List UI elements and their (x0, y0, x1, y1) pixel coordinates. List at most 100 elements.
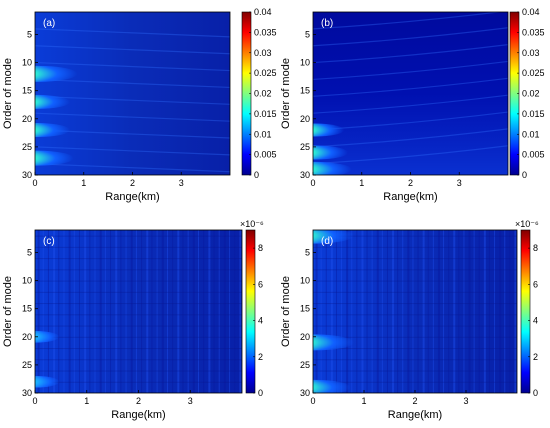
texture-stripe (371, 230, 373, 393)
panel-a: 0 1 2 3 5 10 15 20 25 30 Range(km) Order of mode (a)… (2, 7, 277, 203)
texture-stripe (448, 230, 450, 393)
x-tick-label: 1 (81, 178, 86, 188)
texture-stripe (229, 230, 231, 393)
heatmap-area (313, 230, 517, 393)
colorbar-tick-label: 0.02 (254, 89, 272, 99)
y-tick-label: 25 (300, 142, 310, 152)
y-tick-label: 25 (22, 142, 32, 152)
y-tick-label: 5 (27, 247, 32, 257)
colorbar-tick-label: 0.025 (522, 68, 545, 78)
texture-stripe (381, 230, 383, 393)
panel-b: 0 1 2 3 5 10 15 20 25 30 Range(km) Order of mode (b)… (280, 7, 545, 203)
texture-stripe (218, 230, 220, 393)
texture-row (313, 370, 517, 372)
texture-stripe (473, 230, 475, 393)
y-tick-label: 20 (300, 114, 310, 124)
texture-stripe (478, 230, 480, 393)
y-tick-label: 10 (300, 58, 310, 68)
heatmap-background (35, 230, 242, 393)
y-tick-label: 30 (22, 170, 32, 180)
colorbar: 0 0.005 0.01 0.015 0.02 0.025 0.03 0.035 0.04 (241, 7, 277, 180)
hotspot-mode-12 (35, 65, 78, 82)
hotspot-mode-27 (35, 150, 74, 166)
texture-stripe (73, 230, 75, 393)
texture-stripe (514, 230, 517, 393)
x-tick-label: 2 (130, 178, 135, 188)
x-tick-label: 0 (32, 178, 37, 188)
colorbar-tick-label: 0 (258, 388, 263, 398)
texture-stripe (172, 230, 174, 393)
y-tick-label: 30 (300, 170, 310, 180)
texture-stripe (412, 230, 414, 393)
texture-row (35, 269, 242, 271)
texture-stripe (104, 230, 106, 393)
y-tick-label: 10 (22, 58, 32, 68)
hotspot-mode-29 (313, 161, 352, 175)
y-tick-label: 30 (22, 388, 32, 398)
texture-stripe (504, 230, 506, 393)
y-tick-label: 20 (22, 332, 32, 342)
texture-stripe (458, 230, 460, 393)
texture-row (313, 303, 517, 305)
texture-stripe (432, 230, 434, 393)
x-tick-label: 0 (310, 396, 315, 406)
colorbar-tick-label: 0 (522, 170, 527, 180)
y-tick-label: 25 (22, 360, 32, 370)
panel-label: (c) (43, 236, 55, 247)
y-tick-label: 20 (300, 332, 310, 342)
texture-stripe (499, 230, 502, 393)
texture-stripe (320, 230, 322, 393)
texture-stripe (453, 230, 456, 393)
texture-stripe (351, 230, 353, 393)
colorbar-gradient (245, 229, 256, 394)
hotspot-mode-17 (35, 94, 70, 109)
texture-stripe (53, 230, 56, 393)
texture-stripe (422, 230, 425, 393)
y-tick-label: 5 (305, 29, 310, 39)
colorbar-tick-label: 8 (258, 243, 263, 253)
texture-stripe (234, 230, 236, 393)
texture-row (35, 370, 242, 372)
x-tick-label: 2 (412, 396, 417, 406)
texture-stripe (417, 230, 419, 393)
colorbar-tick-label: 6 (533, 279, 538, 289)
texture-row (313, 336, 517, 338)
x-tick-label: 1 (361, 396, 366, 406)
texture-row (313, 381, 517, 383)
panel-label: (b) (321, 18, 333, 29)
colorbar-tick-label: 4 (533, 316, 538, 326)
texture-row (313, 291, 517, 293)
panel-label: (a) (43, 18, 55, 29)
texture-stripe (99, 230, 102, 393)
texture-stripe (488, 230, 490, 393)
colorbar-gradient (520, 229, 531, 394)
texture-stripe (213, 230, 215, 393)
texture-stripe (156, 230, 158, 393)
y-tick-label: 10 (300, 276, 310, 286)
texture-row (313, 258, 517, 260)
texture-row (35, 246, 242, 248)
texture-stripe (182, 230, 184, 393)
texture-row (35, 280, 242, 282)
colorbar-tick-label: 6 (258, 279, 263, 289)
texture-stripe (376, 230, 379, 393)
x-axis-label: Range(km) (105, 191, 159, 203)
colorbar-tick-label: 0.04 (254, 7, 272, 17)
x-tick-label: 2 (408, 178, 413, 188)
texture-stripe (361, 230, 364, 393)
texture-row (35, 359, 242, 361)
texture-stripe (166, 230, 168, 393)
texture-row (35, 235, 242, 237)
texture-row (35, 314, 242, 316)
colorbar-tick-label: 0.015 (522, 109, 545, 119)
x-axis-label: Range(km) (388, 409, 442, 421)
x-tick-label: 1 (359, 178, 364, 188)
texture-row (313, 314, 517, 316)
texture-row (313, 280, 517, 282)
y-tick-label: 20 (22, 114, 32, 124)
texture-stripe (94, 230, 96, 393)
texture-stripe (177, 230, 180, 393)
texture-stripe (468, 230, 471, 393)
